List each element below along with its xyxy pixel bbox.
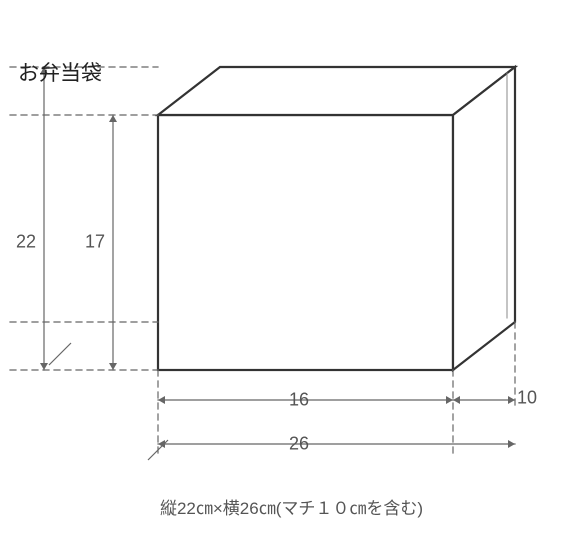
dim-width-face: 16 [289, 390, 309, 411]
dim-depth: 10 [517, 388, 537, 409]
dim-height-total: 22 [16, 232, 36, 253]
diagram-title: お弁当袋 [18, 57, 102, 87]
diagram-caption: 縦22㎝×横26㎝(マチ１０㎝を含む) [0, 494, 583, 519]
dim-height-face: 17 [85, 232, 105, 253]
dim-width-total: 26 [289, 434, 309, 455]
